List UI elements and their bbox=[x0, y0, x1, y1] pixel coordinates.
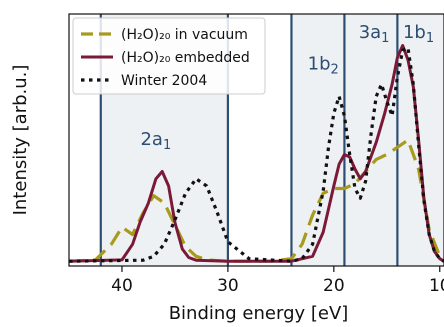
y-axis-label: Intensity [arb.u.] bbox=[10, 65, 31, 216]
legend-label-1: (H₂O)₂₀ embedded bbox=[121, 50, 250, 66]
x-axis-ticks: 40 30 20 10 bbox=[111, 266, 444, 296]
legend: (H₂O)₂₀ in vacuum (H₂O)₂₀ embedded Winter … bbox=[72, 17, 266, 95]
x-axis-label: Binding energy [eV] bbox=[169, 303, 349, 324]
x-tick-label-2: 20 bbox=[323, 276, 345, 296]
orbital-label-3: 1b1 bbox=[403, 22, 434, 46]
orbital-label-1: 1b2 bbox=[308, 54, 339, 78]
legend-label-0: (H₂O)₂₀ in vacuum bbox=[121, 27, 248, 43]
x-tick-label-1: 30 bbox=[217, 276, 239, 296]
legend-label-2: Winter 2004 bbox=[121, 73, 207, 89]
series-line-1 bbox=[68, 44, 444, 263]
x-tick-label-3: 10 bbox=[429, 276, 444, 296]
series-line-2 bbox=[68, 46, 444, 263]
plot-frame bbox=[68, 13, 444, 267]
orbital-label-2: 3a1 bbox=[359, 22, 390, 46]
x-tick-label-0: 40 bbox=[111, 276, 133, 296]
series-layer bbox=[68, 44, 444, 263]
orbital-label-0: 2a1 bbox=[140, 129, 171, 153]
orbital-labels: 2a1 1b2 3a1 1b1 bbox=[140, 22, 434, 153]
legend-box bbox=[72, 17, 266, 95]
